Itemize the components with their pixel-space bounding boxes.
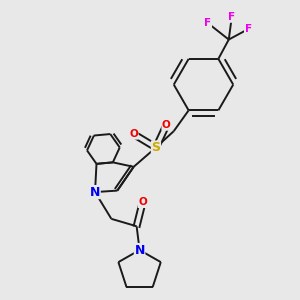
- Text: N: N: [134, 244, 145, 256]
- Text: F: F: [204, 18, 211, 28]
- Text: S: S: [152, 141, 160, 154]
- Text: O: O: [162, 120, 171, 130]
- Text: F: F: [244, 24, 252, 34]
- Text: N: N: [90, 186, 100, 199]
- Text: F: F: [228, 12, 235, 22]
- Text: O: O: [129, 129, 138, 139]
- Text: O: O: [138, 197, 147, 208]
